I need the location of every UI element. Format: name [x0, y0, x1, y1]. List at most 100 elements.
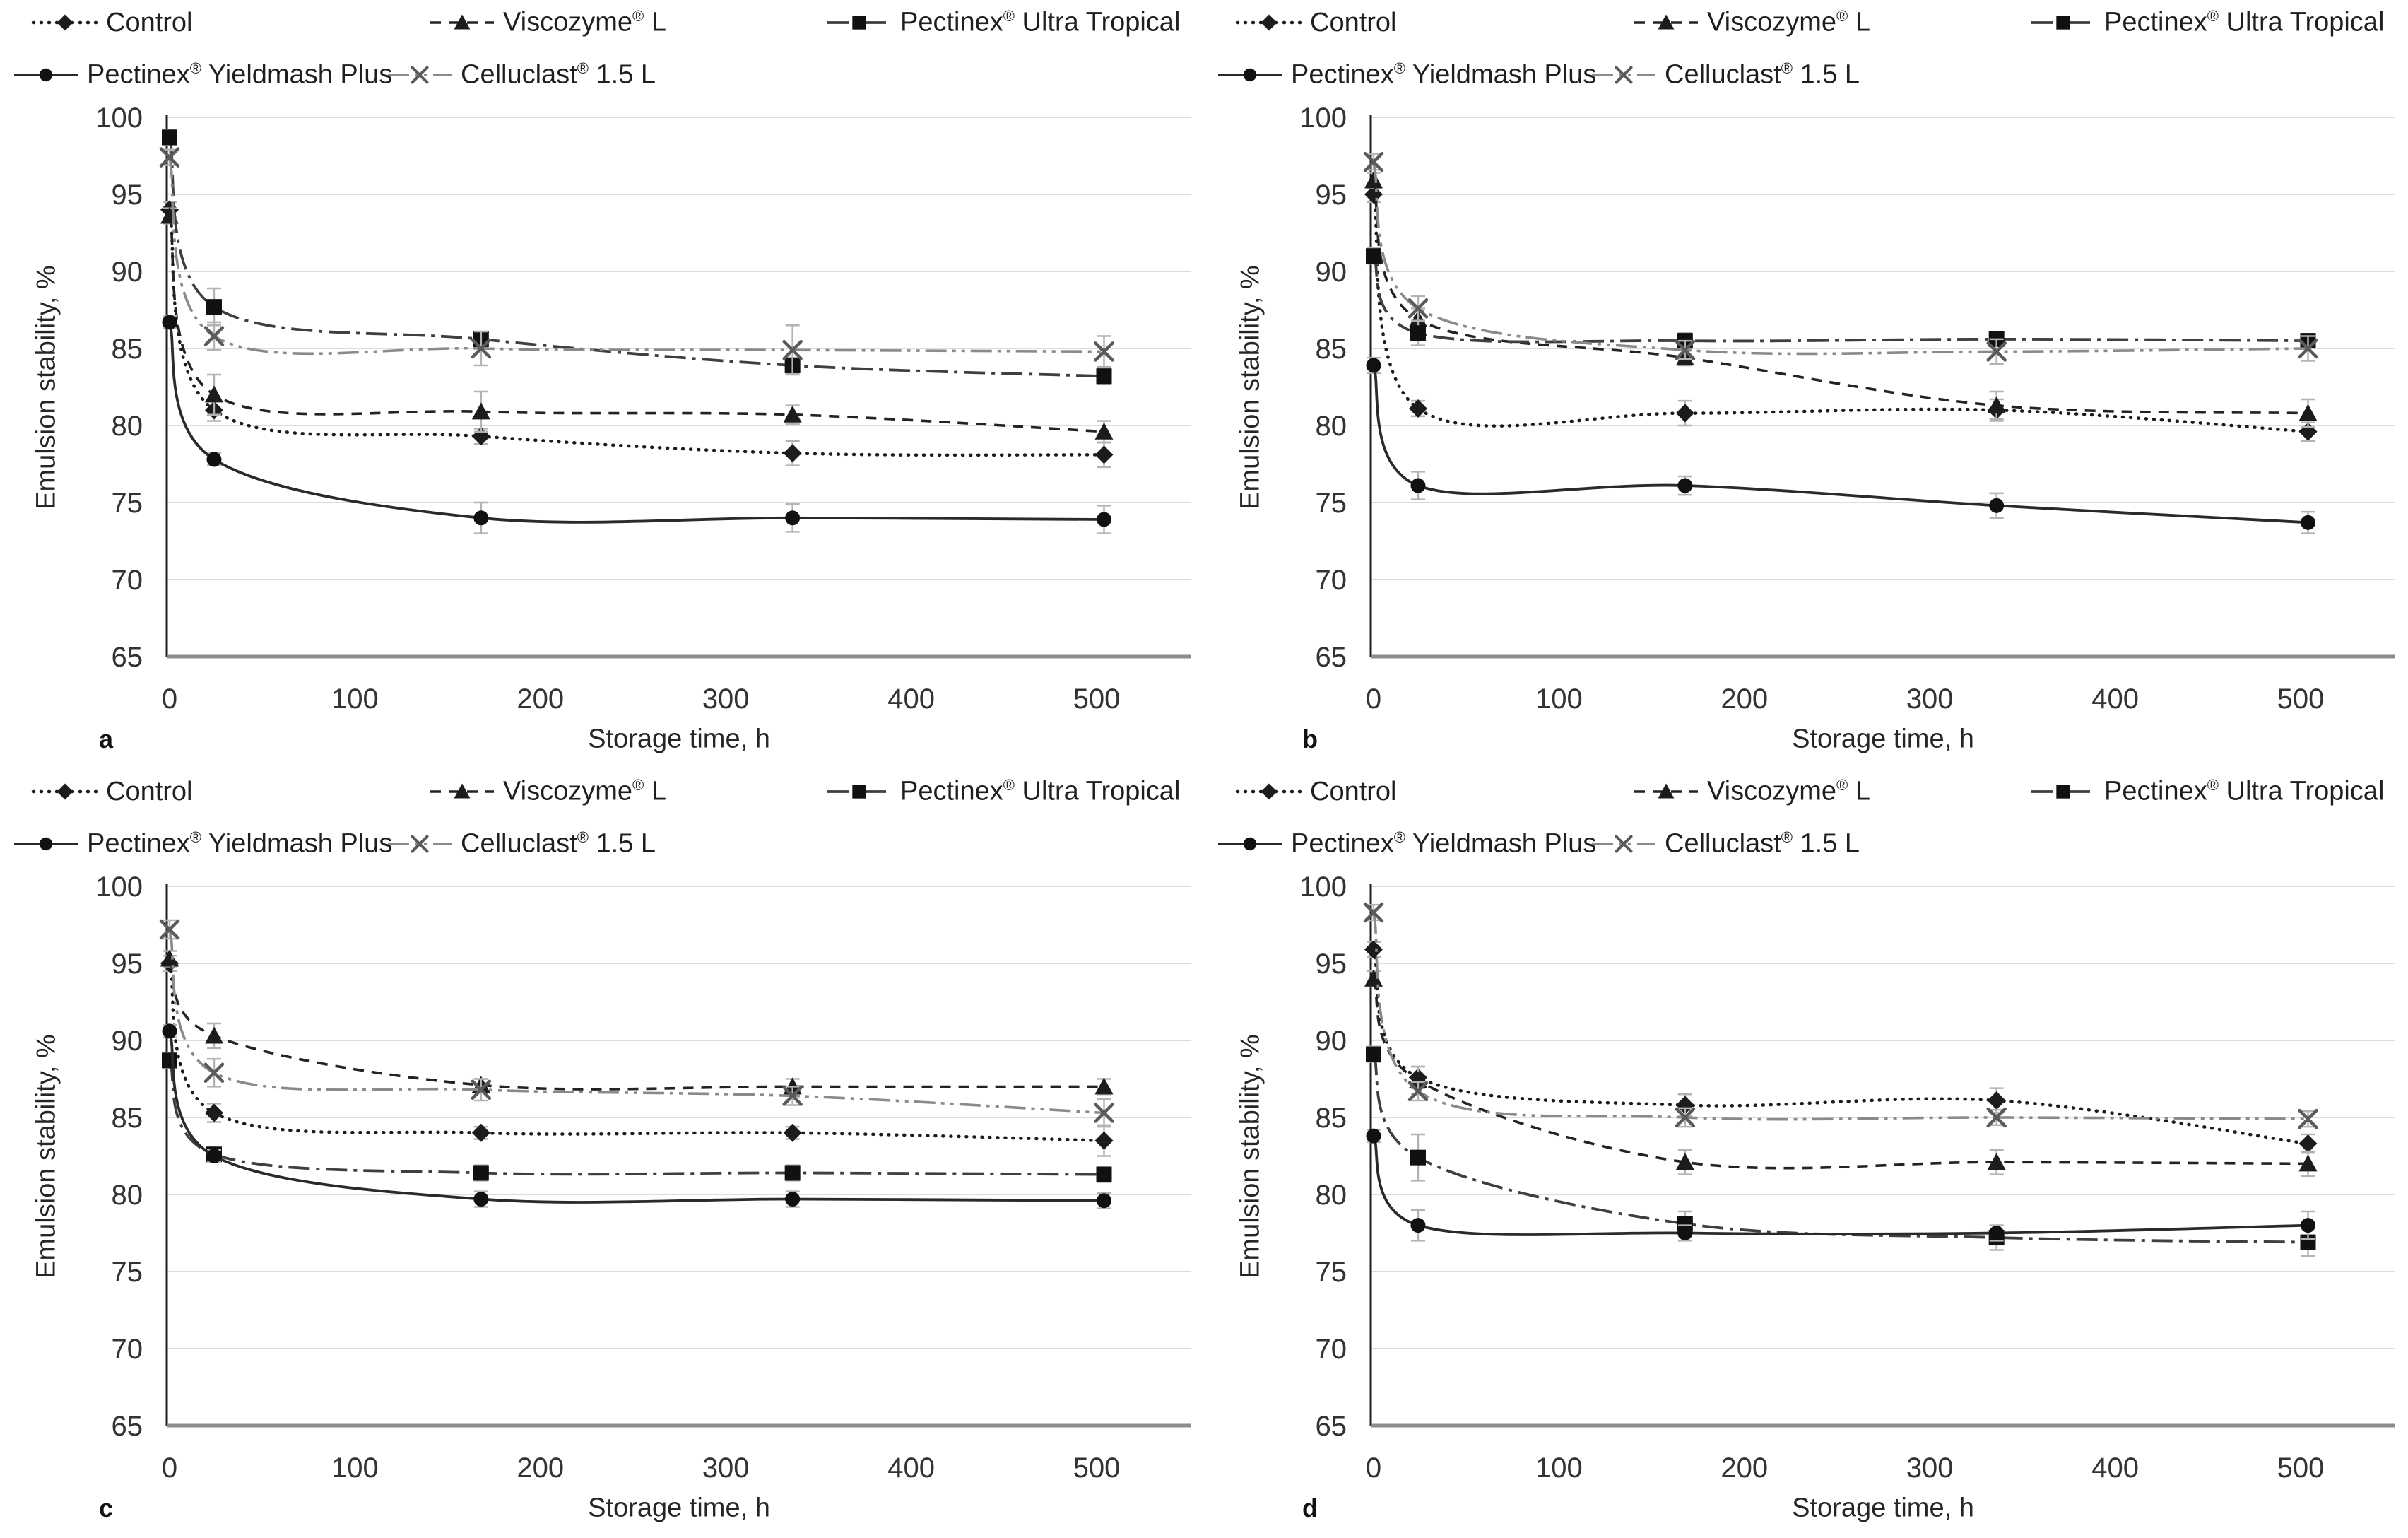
legend-item-1[interactable]: Control [31, 7, 193, 38]
square-marker-icon [1410, 1149, 1426, 1166]
x-tick-label: 300 [702, 683, 750, 715]
diamond-marker-icon [1675, 404, 1694, 423]
y-tick-label: 90 [112, 1026, 143, 1057]
x-axis-title: Storage time, h [1792, 724, 1974, 754]
x-tick-label: 200 [517, 1452, 564, 1484]
legend-label: Control [1310, 7, 1397, 37]
x-tick-label: 200 [517, 683, 564, 715]
y-tick-label: 90 [1316, 1026, 1347, 1057]
error-bars [163, 129, 1111, 385]
x-tick-labels: 0 100 200 300 400 500 [1366, 1452, 2325, 1484]
legend-item-4[interactable]: Pectinex® Yieldmash Plus [1216, 59, 1596, 90]
legend-item-3[interactable]: Pectinex® Ultra Tropical [2029, 7, 2384, 38]
series-markers [1363, 151, 2318, 362]
legend-label: Viscozyme® L [1707, 7, 1870, 37]
legend-label: Celluclast® 1.5 L [461, 59, 656, 90]
series-triangle [160, 949, 1114, 1096]
legend-label: Control [106, 7, 193, 37]
y-tick-label: 95 [1316, 949, 1347, 980]
series-line [168, 216, 1104, 433]
series-markers [162, 315, 1111, 527]
y-tick-label: 80 [112, 411, 143, 442]
series-line [167, 961, 1106, 1142]
chart-b: 65 70 75 80 85 90 95 100 0 100 200 300 400 500 [1299, 102, 2395, 715]
legend-swatch-icon [430, 783, 494, 799]
legend-item-4[interactable]: Pectinex® Yieldmash Plus [12, 59, 392, 90]
circle-marker-icon [1677, 1226, 1693, 1240]
x-marker-icon [782, 339, 803, 360]
legend-item-4[interactable]: Pectinex® Yieldmash Plus [1216, 828, 1596, 859]
series-line [168, 322, 1104, 524]
circle-marker-icon [2300, 515, 2315, 530]
circle-marker-icon [1243, 837, 1257, 851]
y-tick-label: 80 [1316, 411, 1347, 442]
series-markers [159, 147, 1114, 362]
square-marker-icon [852, 785, 866, 799]
square-marker-icon [784, 1165, 801, 1181]
series-markers [1364, 969, 2318, 1172]
triangle-marker-icon [454, 14, 471, 30]
error-bars [163, 201, 1111, 469]
x-tick-label: 300 [702, 1452, 750, 1484]
x-marker-icon [782, 1086, 803, 1106]
error-bars [1367, 247, 2315, 350]
circle-marker-icon [2300, 1218, 2315, 1233]
legend-item-5[interactable]: Celluclast® 1.5 L [386, 828, 656, 859]
y-axis-title: Emulsion stability, % [31, 1034, 61, 1279]
circle-marker-icon [473, 1192, 489, 1207]
series-line [1372, 1135, 2308, 1236]
x-tick-label: 100 [331, 1452, 379, 1484]
y-axis-title: Emulsion stability, % [31, 265, 61, 510]
legend-item-5[interactable]: Celluclast® 1.5 L [1590, 59, 1860, 90]
error-bars [1367, 356, 2315, 534]
x-tick-label: 500 [2277, 683, 2325, 715]
y-tick-labels: 65 70 75 80 85 90 95 100 [1299, 871, 1347, 1442]
panel-d: Control Viscozyme® L Pectinex® Ultra Tropi… [1204, 769, 2408, 1538]
triangle-marker-icon [471, 402, 490, 420]
y-tick-label: 70 [112, 565, 143, 596]
panel-b: Control Viscozyme® L Pectinex® Ultra Tropi… [1204, 0, 2408, 769]
legend-item-1[interactable]: Control [31, 776, 193, 807]
series-x [159, 919, 1114, 1128]
error-bars [163, 919, 1111, 1128]
legend-item-2[interactable]: Viscozyme® L [1632, 776, 1870, 807]
legend-item-3[interactable]: Pectinex® Ultra Tropical [825, 776, 1180, 807]
square-marker-icon [162, 129, 177, 146]
legend-item-1[interactable]: Control [1235, 7, 1397, 38]
legend-swatch-icon [388, 66, 452, 84]
legend-item-4[interactable]: Pectinex® Yieldmash Plus [12, 828, 392, 859]
legend-swatch-icon [1235, 783, 1303, 800]
legend-swatch-icon [1218, 837, 1282, 851]
y-tick-label: 70 [112, 1334, 143, 1365]
x-tick-labels: 0 100 200 300 400 500 [162, 1452, 1121, 1484]
legend-item-1[interactable]: Control [1235, 776, 1397, 807]
panel-c: Control Viscozyme® L Pectinex® Ultra Tropi… [0, 769, 1204, 1538]
legend-item-2[interactable]: Viscozyme® L [428, 776, 666, 807]
legend-swatch-icon [1592, 66, 1656, 84]
legend: Control Viscozyme® L Pectinex® Ultra Tropi… [0, 769, 1204, 882]
legend-label: Pectinex® Ultra Tropical [2104, 7, 2385, 37]
legend-item-3[interactable]: Pectinex® Ultra Tropical [825, 7, 1180, 38]
panel-a: Control Viscozyme® L Pectinex® Ultra Tropi… [0, 0, 1204, 769]
series-markers [162, 1023, 1111, 1209]
y-tick-label: 95 [112, 180, 143, 211]
legend-item-3[interactable]: Pectinex® Ultra Tropical [2029, 776, 2384, 807]
diamond-marker-icon [471, 1123, 490, 1142]
legend-item-2[interactable]: Viscozyme® L [1632, 7, 1870, 38]
chart-c: 65 70 75 80 85 90 95 100 0 100 200 300 400 500 [95, 871, 1191, 1484]
series-markers [1364, 940, 2318, 1154]
error-bars [163, 148, 1111, 376]
square-marker-icon [1366, 1046, 1381, 1062]
x-marker-icon [1615, 66, 1633, 84]
panel-letter: d [1302, 1493, 1318, 1522]
triangle-marker-icon [1658, 783, 1675, 799]
series-line [1371, 948, 2310, 1146]
legend-item-2[interactable]: Viscozyme® L [428, 7, 666, 38]
circle-marker-icon [39, 68, 53, 82]
legend-item-5[interactable]: Celluclast® 1.5 L [386, 59, 656, 90]
legend-item-5[interactable]: Celluclast® 1.5 L [1590, 828, 1860, 859]
y-tick-label: 90 [112, 257, 143, 288]
y-axis-title: Emulsion stability, % [1235, 265, 1265, 510]
legend-label: Celluclast® 1.5 L [1665, 59, 1860, 90]
